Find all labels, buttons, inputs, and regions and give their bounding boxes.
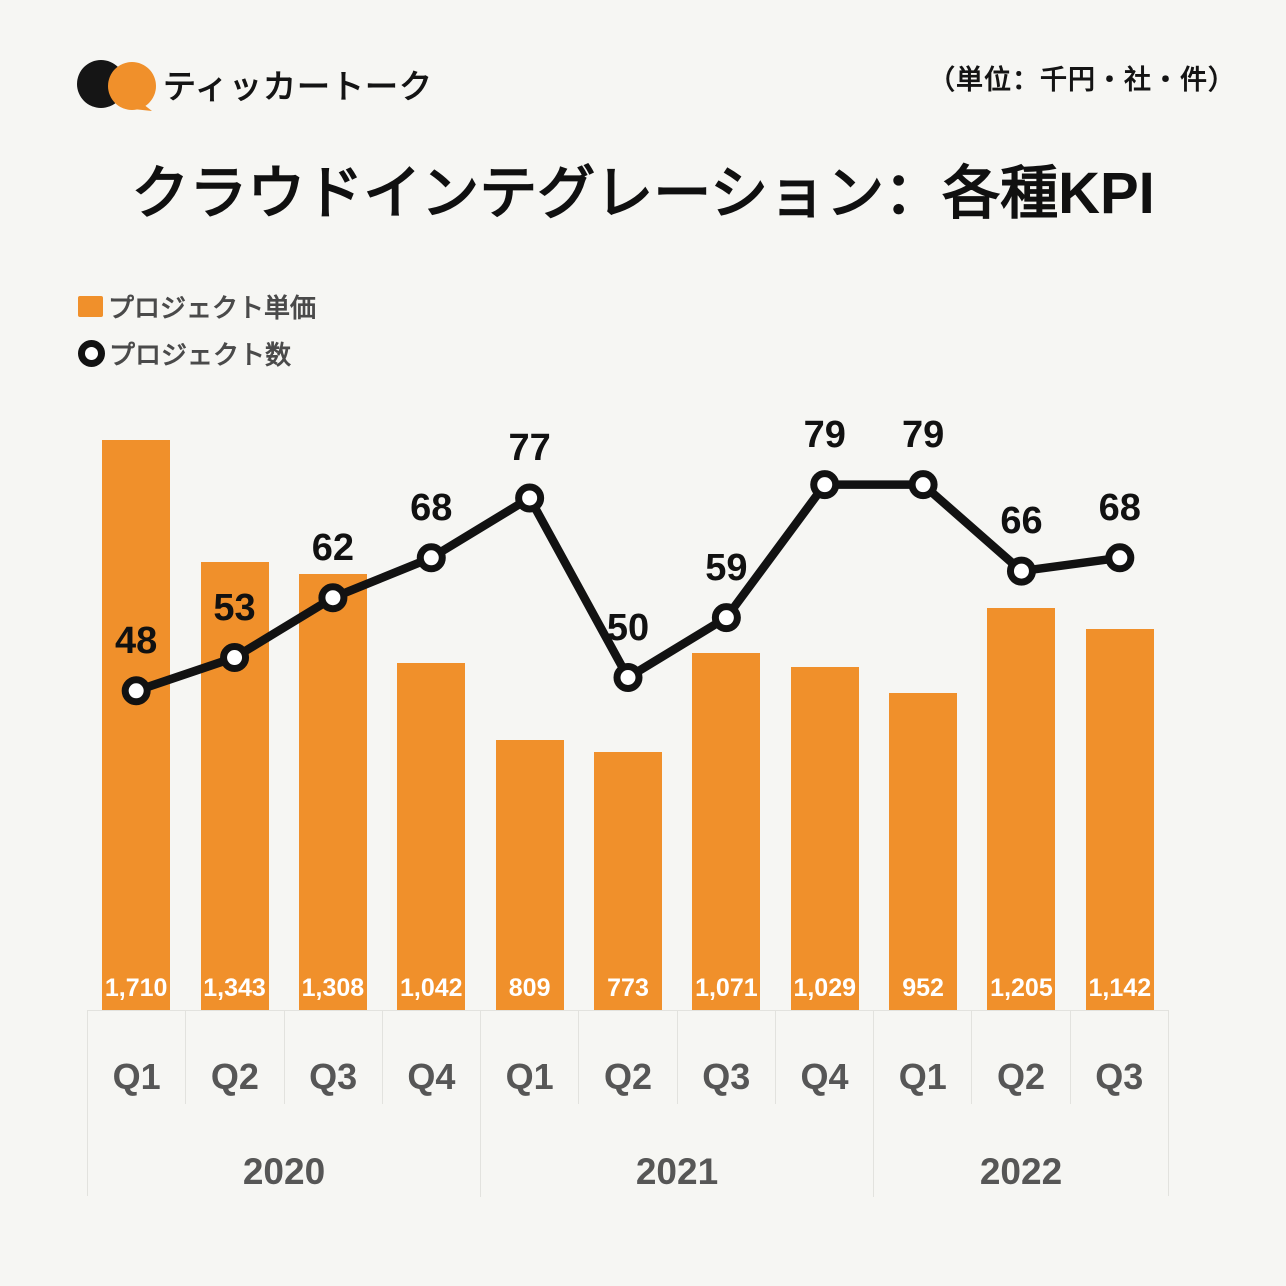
bar-value-label: 1,029 <box>793 974 856 1002</box>
bar-Q1-4: 809 <box>495 740 564 1010</box>
line-marker-icon <box>613 663 643 692</box>
bar-Q2-9: 1,205 <box>987 608 1056 1010</box>
line-value-label: 53 <box>213 586 256 629</box>
bar-Q3-6: 1,071 <box>692 653 761 1010</box>
quarter-cell-10: Q3 <box>1095 1056 1144 1097</box>
bar-value-label: 773 <box>607 974 649 1002</box>
line-marker-icon <box>908 470 938 500</box>
x-axis-table: Q1 Q2 Q3 Q4 Q1 Q2 Q3 Q4 Q1 Q2 Q3 2020 2021 2022 <box>87 1010 1169 1197</box>
line-value-label: 62 <box>311 526 355 569</box>
bar-value-label: 1,308 <box>301 974 365 1002</box>
quarter-cell-1: Q2 <box>186 1011 285 1104</box>
line-marker-icon <box>78 339 105 367</box>
quarter-row: Q1 Q2 Q3 Q4 Q1 Q2 Q3 Q4 Q1 Q2 Q3 <box>88 1011 1168 1104</box>
bar-value-label: 1,071 <box>695 974 758 1002</box>
line-marker-icon <box>515 483 545 513</box>
brand-logo-icon <box>77 60 156 111</box>
line-value-label: 79 <box>901 413 945 456</box>
bar-Q1-8: 952 <box>889 693 958 1010</box>
line-value-label: 66 <box>1000 500 1043 543</box>
bar-Q2-5: 773 <box>594 752 662 1010</box>
line-marker-icon <box>711 603 741 633</box>
line-value-label: 59 <box>705 546 748 589</box>
line-marker-icon <box>810 470 840 500</box>
quarter-cell-0: Q1 <box>88 1011 187 1104</box>
bar-swatch-icon <box>78 295 103 317</box>
bar-Q4-3: 1,042 <box>397 663 466 1010</box>
quarter-cell-8: Q1 <box>874 1011 973 1104</box>
line-value-label: 48 <box>115 619 158 662</box>
bar-Q3-2: 1,308 <box>298 574 367 1010</box>
legend-bar-label: プロジェクト単価 <box>108 292 317 323</box>
line-marker-icon <box>1105 543 1135 573</box>
line-value-label: 68 <box>410 486 453 529</box>
quarter-cell-5: Q2 <box>579 1011 678 1104</box>
bar-Q1-0: 1,710 <box>102 440 171 1010</box>
brand-name: ティッカートーク <box>163 68 434 105</box>
line-marker-icon <box>416 543 446 573</box>
year-cell-2021: 2021 <box>481 1104 874 1197</box>
bar-value-label: 1,710 <box>104 974 168 1002</box>
quarter-cell-7: Q4 <box>776 1011 875 1104</box>
unit-note: （単位：千円・社・件） <box>928 65 1236 95</box>
legend-item-line: プロジェクト数 <box>78 336 316 370</box>
quarter-cell-3: Q4 <box>383 1011 482 1104</box>
page-title: クラウドインテグレーション：各種KPI <box>131 161 1155 226</box>
line-value-label: 77 <box>508 426 551 469</box>
bar-Q3-10: 1,142 <box>1085 629 1154 1010</box>
quarter-cell-9: Q2 <box>972 1011 1071 1104</box>
bar-value-label: 1,042 <box>399 974 463 1002</box>
quarter-cell-4: Q1 <box>481 1011 580 1104</box>
line-value-label: 68 <box>1098 486 1141 529</box>
line-value-label: 50 <box>606 606 650 649</box>
year-cell-2020: 2020 <box>88 1104 481 1197</box>
bar-value-label: 1,343 <box>203 974 266 1002</box>
bar-value-label: 809 <box>508 974 551 1002</box>
legend-line-label: プロジェクト数 <box>109 339 292 370</box>
line-path <box>131 480 1125 696</box>
bar-value-label: 1,142 <box>1088 974 1152 1002</box>
bar-Q4-7: 1,029 <box>790 667 859 1010</box>
legend: プロジェクト単価 プロジェクト数 <box>78 289 316 383</box>
quarter-cell-2: Q3 <box>285 1011 383 1104</box>
line-marker-icon <box>1006 556 1036 586</box>
year-cell-2022: 2022 <box>979 1151 1063 1192</box>
year-row: 2020 2021 2022 <box>88 1104 1168 1197</box>
legend-item-bar: プロジェクト単価 <box>78 289 316 323</box>
line-value-label: 79 <box>803 413 846 456</box>
bar-value-label: 1,205 <box>990 974 1053 1002</box>
bar-value-label: 952 <box>902 974 944 1002</box>
quarter-cell-6: Q3 <box>678 1011 776 1104</box>
